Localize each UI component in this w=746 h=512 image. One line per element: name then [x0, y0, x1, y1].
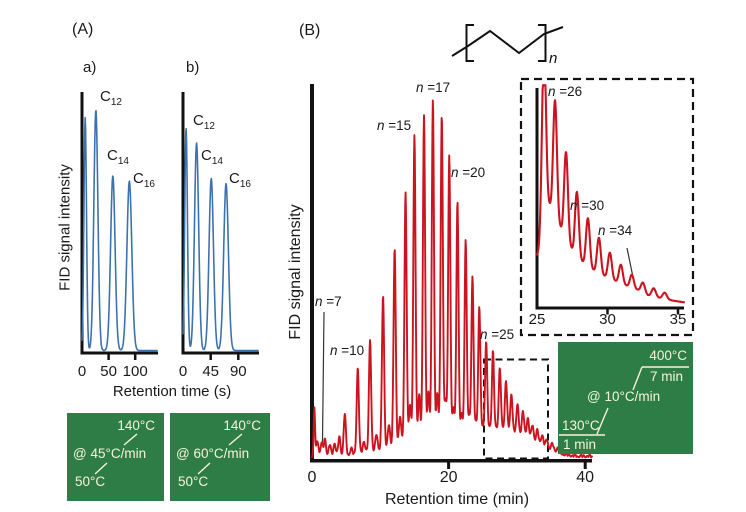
- peak-label-symbol: C: [133, 170, 144, 187]
- chrom-a-tick-label-50: 50: [100, 363, 117, 380]
- chrom-a-tick-label-100: 100: [122, 363, 148, 380]
- temp-program-box-b: 400°C 7 min @ 10°C/min 130°C 1 min: [558, 342, 693, 454]
- peak-label-n25: n =25: [480, 327, 514, 342]
- n-value: =25: [487, 327, 515, 342]
- ramp-lines: [197, 433, 243, 475]
- peak-label-subscript: 14: [117, 156, 129, 167]
- peak-label-c16-a: C16: [133, 170, 155, 190]
- chrom-a-title: a): [83, 59, 97, 76]
- ramp-lines: [94, 433, 138, 475]
- n-italic: n: [480, 327, 488, 342]
- n-value: =7: [322, 294, 342, 309]
- peak-label-n10: n =10: [330, 343, 364, 358]
- n-value: =30: [577, 198, 605, 213]
- peak-label-symbol: C: [107, 147, 118, 164]
- chrom-b-tick-label-0: 0: [178, 363, 188, 380]
- temp-program-box-a2: 140°C @ 60°C/min 50°C: [170, 413, 270, 501]
- inset-peak-label-n26: n =26: [548, 84, 582, 99]
- inset-peak-label-n34: n =34: [598, 223, 632, 238]
- panel-b-x-axis-label: Retention time (min): [384, 491, 530, 508]
- peak-label-c14-b: C14: [201, 147, 223, 167]
- n-italic: n: [377, 118, 385, 133]
- ramp-rate: @ 10°C/min: [587, 389, 661, 404]
- ramp-lines: [559, 366, 689, 436]
- peak-label-subscript: 12: [203, 121, 215, 132]
- inset-tick-label-25: 25: [528, 311, 546, 328]
- inset-border-rect: [519, 77, 695, 337]
- n-value: =34: [605, 223, 633, 238]
- left-bracket: [465, 24, 474, 62]
- peak-label-c12-a: C12: [100, 88, 122, 108]
- peak-label-n17: n =17: [416, 80, 450, 95]
- pyrogram-inset-trace: [535, 84, 686, 304]
- start-temp: 50°C: [178, 474, 209, 489]
- panel-b-label: (B): [299, 22, 321, 39]
- n-value: =15: [384, 118, 412, 133]
- start-temp: 50°C: [75, 474, 106, 489]
- main-tick-label-0: 0: [307, 469, 317, 486]
- inset-peak-label-n30: n =30: [570, 198, 604, 213]
- inset-tick-label-30: 30: [599, 311, 616, 328]
- temp-program-box-a1: 140°C @ 45°C/min 50°C: [67, 413, 164, 501]
- n-value: =20: [458, 165, 486, 180]
- peak-label-subscript: 16: [143, 179, 155, 190]
- n-italic: n: [451, 165, 459, 180]
- n-italic: n: [330, 343, 338, 358]
- panel-a-label: (A): [72, 21, 94, 38]
- peak-label-n15: n =15: [377, 118, 411, 133]
- n-italic: n: [598, 223, 606, 238]
- chrom-b-title: b): [186, 59, 200, 76]
- structure-subscript-n: n: [549, 50, 557, 67]
- peak-label-c14-a: C14: [107, 147, 129, 167]
- n-italic: n: [548, 84, 556, 99]
- ramp-rate: @ 60°C/min: [176, 446, 250, 461]
- peak-label-subscript: 16: [239, 179, 251, 190]
- peak-label-subscript: 14: [211, 156, 223, 167]
- peak-label-c16-b: C16: [229, 170, 251, 190]
- start-temp: 130°C: [562, 418, 600, 433]
- n-value: =17: [423, 80, 451, 95]
- ramp-rate: @ 45°C/min: [73, 446, 147, 461]
- peak-label-symbol: C: [100, 88, 111, 105]
- n-italic: n: [570, 198, 578, 213]
- end-temp: 140°C: [117, 418, 155, 433]
- end-temp: 400°C: [649, 348, 687, 363]
- chromatogram-a-trace: [81, 109, 158, 352]
- start-hold-time: 1 min: [563, 437, 597, 452]
- end-temp: 140°C: [223, 418, 261, 433]
- pointer-line-n7: [321, 311, 325, 443]
- chromatogram-b-trace: [182, 127, 259, 352]
- peak-label-n20: n =20: [451, 165, 485, 180]
- n-italic: n: [416, 80, 424, 95]
- main-tick-label-20: 20: [439, 469, 458, 486]
- chrom-a-tick-label-0: 0: [77, 363, 87, 380]
- n-italic: n: [315, 294, 323, 309]
- end-hold-time: 7 min: [649, 369, 683, 384]
- peak-label-symbol: C: [193, 112, 204, 129]
- n-value: =26: [555, 84, 583, 99]
- peak-label-n7: n =7: [315, 294, 342, 309]
- n-value: =10: [337, 343, 365, 358]
- right-bracket: [538, 24, 547, 62]
- peak-label-symbol: C: [201, 147, 212, 164]
- peak-label-c12-b: C12: [193, 112, 215, 132]
- main-tick-label-40: 40: [576, 469, 595, 486]
- peak-label-subscript: 12: [110, 97, 122, 108]
- polymer-chain-bonds: [451, 26, 564, 57]
- pyrogram-main-trace: [311, 99, 593, 459]
- chrom-b-tick-label-45: 45: [202, 363, 220, 380]
- inset-tick-label-35: 35: [669, 311, 687, 328]
- chrom-b-tick-label-90: 90: [229, 363, 247, 380]
- panel-a-x-axis-label: Retention time (s): [112, 383, 232, 400]
- panel-a-y-axis-label: FID signal intensity: [56, 164, 74, 291]
- panel-b-y-axis-label: FID signal intensity: [287, 204, 304, 340]
- peak-label-symbol: C: [229, 170, 240, 187]
